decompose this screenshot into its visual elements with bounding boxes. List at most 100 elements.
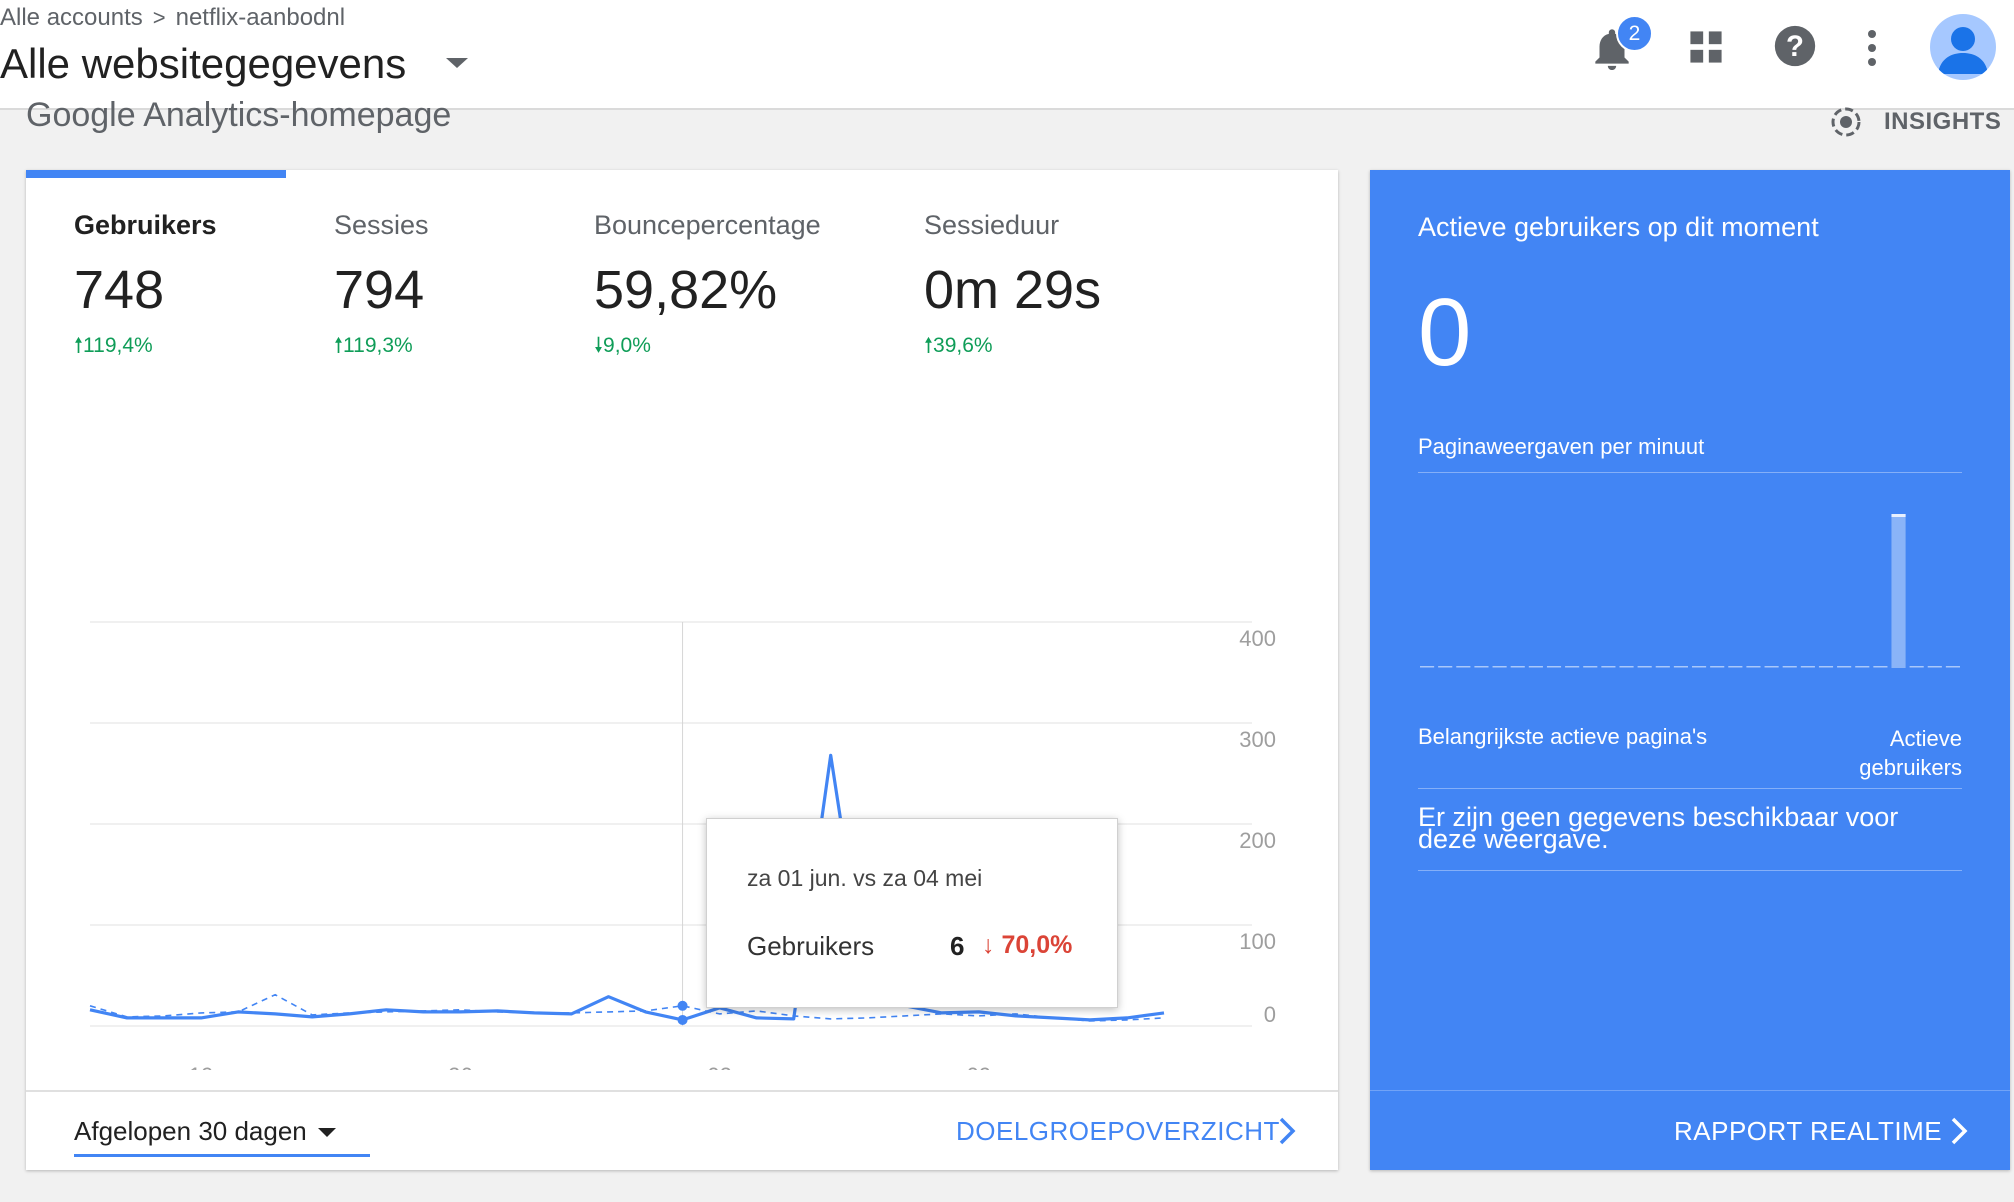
pageview-bar-empty bbox=[1692, 666, 1707, 668]
pageview-bar-empty bbox=[1456, 666, 1471, 668]
chevron-right-icon[interactable] bbox=[1946, 1114, 1972, 1148]
metric-value: 748 bbox=[74, 260, 165, 320]
divider bbox=[1418, 788, 1962, 789]
page-title: Google Analytics-homepage bbox=[26, 96, 452, 134]
tooltip-metric-value: 6 bbox=[950, 931, 965, 961]
pageview-bar-cap bbox=[1891, 514, 1906, 517]
arrow-up-icon: 🠕 bbox=[74, 334, 84, 357]
breadcrumb-separator-icon: > bbox=[152, 5, 166, 30]
pageview-bar-empty bbox=[1945, 666, 1960, 668]
date-range-dropdown-icon bbox=[318, 1128, 336, 1137]
arrow-down-icon: 🠗 bbox=[594, 334, 604, 357]
x-tick-label: 09 bbox=[967, 1063, 991, 1070]
account-avatar-icon[interactable] bbox=[1930, 14, 1996, 80]
chevron-right-icon[interactable] bbox=[1274, 1114, 1300, 1148]
metric-tab-users[interactable]: Gebruikers 748 🠕119,4% bbox=[74, 210, 217, 366]
chart-series bbox=[89, 753, 1165, 1025]
pageview-bar bbox=[1891, 514, 1906, 668]
metric-label: Gebruikers bbox=[74, 210, 217, 240]
more-vert-icon[interactable] bbox=[1862, 28, 1882, 68]
pageview-bar-empty bbox=[1800, 666, 1815, 668]
metric-value: 0m 29s bbox=[924, 260, 1102, 320]
metric-change: 🠕119,4% bbox=[74, 334, 153, 357]
series-line-previous bbox=[89, 993, 1165, 1022]
metric-tab-bounce-rate[interactable]: Bouncepercentage 59,82% 🠗9,0% bbox=[594, 210, 821, 366]
metric-change: 🠗9,0% bbox=[594, 334, 651, 357]
realtime-title: Actieve gebruikers op dit moment bbox=[1418, 212, 1819, 242]
audience-overview-link[interactable]: DOELGROEPOVERZICHT bbox=[956, 1116, 1280, 1146]
card-footer-divider bbox=[26, 1090, 1338, 1092]
metric-value: 794 bbox=[334, 260, 425, 320]
pageview-bar-empty bbox=[1909, 666, 1924, 668]
apps-grid-icon[interactable] bbox=[1689, 30, 1723, 64]
metric-change: 🠕39,6% bbox=[924, 334, 993, 357]
pageview-bar-empty bbox=[1818, 666, 1834, 668]
pageview-bar-empty bbox=[1782, 666, 1797, 668]
notification-badge: 2 bbox=[1616, 15, 1653, 52]
pageview-bar-empty bbox=[1583, 666, 1598, 668]
date-range-label: Afgelopen 30 dagen bbox=[74, 1116, 307, 1146]
active-users-column-header: Actieve gebruikers bbox=[1859, 726, 1962, 780]
y-tick-label: 400 bbox=[1239, 626, 1276, 651]
x-tick-label: 26 bbox=[448, 1063, 472, 1070]
x-tick-label: 02 bbox=[707, 1063, 731, 1070]
svg-text:?: ? bbox=[1786, 30, 1804, 63]
pageview-bar-empty bbox=[1673, 666, 1688, 668]
top-active-pages-label: Belangrijkste actieve pagina's bbox=[1418, 724, 1708, 749]
pageview-bar-empty bbox=[1565, 666, 1580, 668]
pageviews-per-minute-chart bbox=[1420, 514, 1960, 668]
y-tick-label: 100 bbox=[1239, 929, 1276, 954]
date-range-select[interactable]: Afgelopen 30 dagen bbox=[74, 1110, 370, 1157]
pageview-bar-empty bbox=[1746, 666, 1761, 668]
metric-value: 59,82% bbox=[594, 260, 778, 320]
tooltip-title: za 01 jun. vs za 04 mei bbox=[747, 865, 983, 891]
realtime-active-users-count: 0 bbox=[1418, 279, 1472, 386]
view-dropdown-icon[interactable] bbox=[446, 58, 468, 68]
view-selector[interactable]: Alle websitegegevens bbox=[0, 40, 407, 87]
metric-change: 🠕119,3% bbox=[334, 334, 413, 357]
card-footer-divider bbox=[1370, 1090, 2010, 1091]
hover-point-current bbox=[677, 1014, 688, 1025]
metric-tab-session-duration[interactable]: Sessieduur 0m 29s 🠕39,6% bbox=[924, 210, 1101, 366]
y-tick-label: 300 bbox=[1239, 727, 1276, 752]
help-icon[interactable]: ? bbox=[1773, 24, 1817, 68]
pageview-bar-empty bbox=[1764, 666, 1779, 668]
insights-icon bbox=[1831, 107, 1861, 137]
divider bbox=[1418, 870, 1962, 871]
pageview-bar-empty bbox=[1438, 666, 1453, 668]
tooltip-change: ↓ 70,0% bbox=[982, 931, 1073, 959]
pageview-bar-empty bbox=[1927, 666, 1942, 668]
pageview-bar-empty bbox=[1546, 666, 1562, 668]
breadcrumb-root[interactable]: Alle accounts bbox=[0, 4, 143, 31]
tooltip-metric-label: Gebruikers bbox=[747, 931, 875, 961]
pageview-bar-empty bbox=[1655, 666, 1670, 668]
pageview-bar-empty bbox=[1855, 666, 1870, 668]
divider bbox=[1418, 472, 1962, 473]
pageview-bar-empty bbox=[1601, 666, 1616, 668]
metric-label: Sessieduur bbox=[924, 210, 1060, 240]
pageview-bar-empty bbox=[1492, 666, 1507, 668]
pageview-bar-empty bbox=[1510, 666, 1525, 668]
metric-label: Bouncepercentage bbox=[594, 210, 821, 240]
pageview-bar-empty bbox=[1637, 666, 1652, 668]
pageview-bar-empty bbox=[1528, 666, 1543, 668]
arrow-up-icon: 🠕 bbox=[924, 334, 934, 357]
pageview-bar-empty bbox=[1873, 666, 1888, 668]
arrow-up-icon: 🠕 bbox=[334, 334, 344, 357]
chart-y-axis: 0 100 200 300 400 bbox=[1239, 626, 1276, 1027]
metric-tab-sessions[interactable]: Sessies 794 🠕119,3% bbox=[334, 210, 429, 366]
chart-x-axis: 19mei2602jun.09 bbox=[189, 1063, 991, 1070]
insights-label: INSIGHTS bbox=[1884, 108, 2002, 135]
pageview-bar-empty bbox=[1837, 666, 1852, 668]
breadcrumb-account[interactable]: netflix-aanbodnl bbox=[175, 4, 346, 31]
realtime-report-link[interactable]: RAPPORT REALTIME bbox=[1674, 1116, 1943, 1146]
pageview-bar-empty bbox=[1420, 666, 1435, 668]
breadcrumb: Alle accounts > netflix-aanbodnl bbox=[0, 4, 345, 32]
realtime-card: Actieve gebruikers op dit moment 0 Pagin… bbox=[1370, 170, 2010, 1170]
x-tick-label: 19 bbox=[189, 1063, 213, 1070]
active-metric-indicator bbox=[26, 170, 286, 178]
audience-overview-card: Gebruikers 748 🠕119,4% Sessies 794 🠕119,… bbox=[26, 170, 1338, 1170]
pageview-bar-empty bbox=[1474, 666, 1489, 668]
series-line-current bbox=[89, 753, 1165, 1022]
